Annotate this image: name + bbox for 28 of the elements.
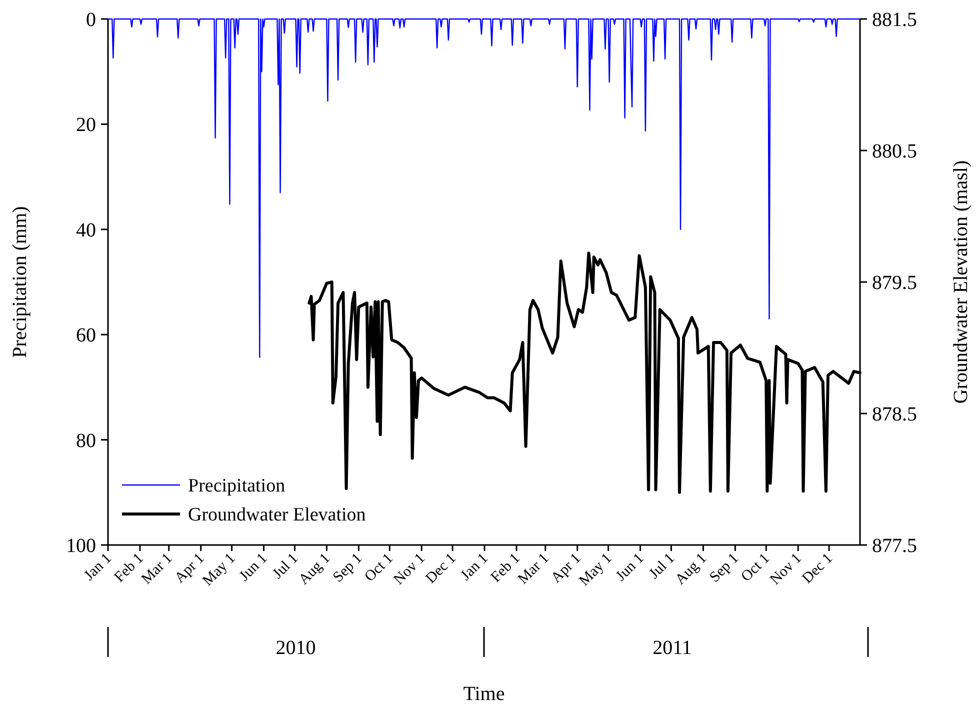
- y2-tick-label: 877.5: [872, 535, 917, 557]
- y-tick-label: 0: [86, 9, 96, 31]
- y2-tick-label: 878.5: [872, 404, 917, 426]
- y-tick-label: 60: [76, 324, 96, 347]
- y2-tick-label: 881.5: [872, 9, 917, 31]
- y2-tick-label: 880.5: [872, 140, 917, 162]
- x-tick-label: Jul 1: [646, 550, 678, 582]
- y-axis-title: Precipitation (mm): [9, 206, 31, 358]
- x-tick-label: Jun 1: [236, 550, 271, 585]
- x-tick-label: Sep 1: [706, 550, 742, 586]
- y-tick-label: 80: [76, 430, 96, 452]
- line-series: [107, 18, 861, 358]
- x2-tick-label: 2011: [652, 637, 692, 659]
- x-tick-label: Dec 1: [423, 550, 460, 587]
- y-tick-label: 40: [76, 219, 96, 242]
- x-tick-label: Jan 1: [458, 550, 492, 584]
- x-axis-title: Time: [463, 683, 505, 705]
- x-tick-label: Dec 1: [800, 550, 836, 587]
- x-tick-label: Sep 1: [330, 550, 366, 586]
- y-tick-label: 20: [76, 114, 96, 136]
- y2-axis-title: Groundwater Elevation (masl): [950, 160, 972, 404]
- x-tick-label: Jul 1: [270, 550, 302, 582]
- y-tick-label: 100: [66, 535, 96, 557]
- legend-label: Precipitation: [188, 476, 286, 497]
- x-tick-label: Jun 1: [613, 550, 648, 585]
- y2-tick-label: 879.5: [872, 272, 917, 294]
- legend-label: Groundwater Elevation: [188, 504, 366, 526]
- x2-tick-label: 2010: [276, 637, 316, 659]
